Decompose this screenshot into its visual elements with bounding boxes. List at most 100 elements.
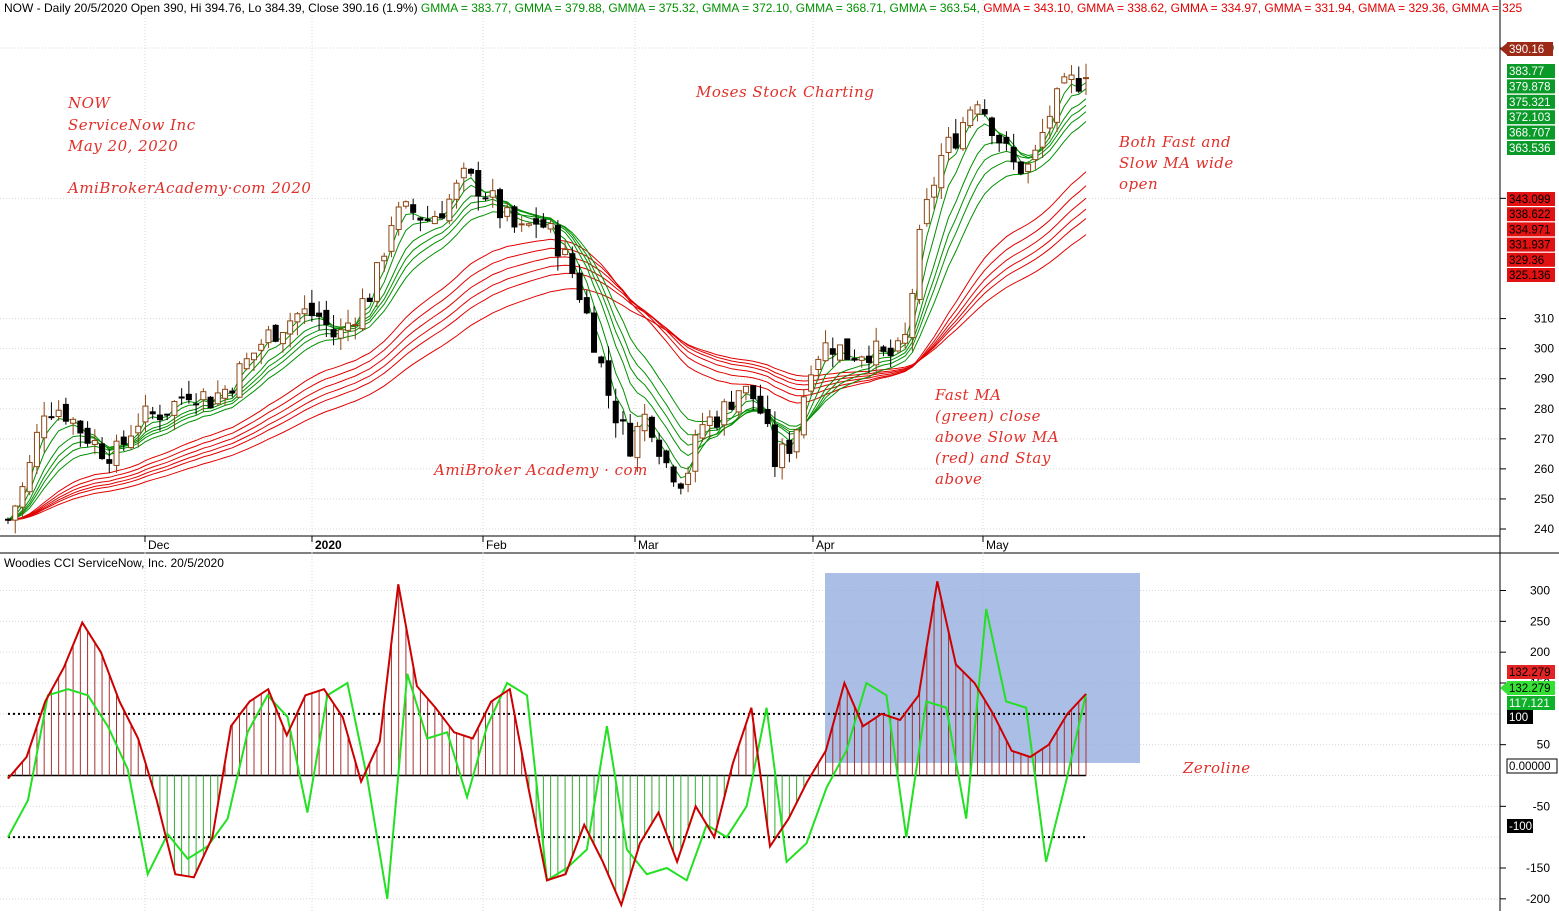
- candle-body: [916, 228, 923, 300]
- candle: [417, 217, 424, 232]
- candle: [612, 388, 619, 438]
- candle: [677, 482, 684, 495]
- candle-body: [634, 425, 641, 459]
- cci-plus100-tag-text: 100: [1509, 712, 1528, 724]
- candle-body: [1032, 149, 1039, 161]
- cci-reference-lines: [8, 712, 1086, 839]
- candle: [308, 289, 315, 322]
- cci-tick-label: 250: [1530, 614, 1550, 628]
- candle-body: [193, 403, 200, 406]
- annotation-title: Moses Stock Charting: [695, 83, 874, 101]
- candle-body: [1075, 78, 1082, 92]
- candle-body: [482, 197, 489, 200]
- candle: [70, 417, 77, 435]
- cci-panel-bg: [0, 553, 1500, 911]
- candle: [533, 207, 540, 239]
- candle-body: [576, 272, 583, 301]
- candle-body: [974, 104, 981, 115]
- candle-body: [641, 413, 648, 432]
- candle: [431, 210, 438, 225]
- candle-body: [446, 198, 453, 222]
- candle: [728, 390, 735, 411]
- cci-value-tag-bg: [1507, 665, 1555, 679]
- candle-body: [489, 190, 496, 198]
- candle-body: [612, 400, 619, 424]
- cci-zero-tag-text: 0.00000: [1509, 761, 1551, 773]
- candle: [742, 385, 749, 401]
- candle-body: [569, 253, 576, 274]
- candle: [84, 421, 91, 447]
- candle: [1068, 65, 1075, 94]
- close-tag-bg: [1507, 42, 1553, 56]
- legend-gmma-slow: GMMA = 325: [1448, 1, 1522, 15]
- candle: [373, 262, 380, 308]
- gmma-fast-line: [7, 121, 1087, 521]
- candle: [562, 241, 569, 256]
- candle: [330, 315, 337, 346]
- candle-body: [1039, 131, 1046, 148]
- candle-body: [815, 358, 822, 370]
- fast-ma-tag-bg: [1507, 79, 1555, 94]
- candle-body: [207, 396, 214, 409]
- candle: [200, 388, 207, 413]
- candle-body: [106, 459, 113, 464]
- candle: [193, 393, 200, 415]
- candle: [764, 395, 771, 428]
- candle: [511, 204, 518, 233]
- candle: [395, 201, 402, 236]
- date-label: Apr: [816, 538, 835, 552]
- candle-body: [258, 343, 265, 351]
- candle-body: [308, 302, 315, 317]
- fast-ma-tag: 368.707: [1507, 125, 1555, 140]
- candle-body: [33, 431, 40, 468]
- legend-gmma-fast: GMMA = 372.10,: [699, 1, 793, 15]
- slow-ma-tag-bg: [1507, 222, 1555, 237]
- header-ticker-info: NOW - Daily 20/5/2020 Open 390, Hi 394.7…: [4, 1, 418, 15]
- annotation-info-line: May 20, 2020: [67, 137, 178, 155]
- candle: [1054, 87, 1061, 132]
- candle-body: [923, 199, 930, 225]
- candle-body: [287, 320, 294, 335]
- candle: [837, 344, 844, 363]
- candle: [663, 449, 670, 469]
- candle-body: [764, 409, 771, 425]
- candle-body: [960, 122, 967, 150]
- candle-body: [19, 486, 26, 508]
- candle-body: [981, 109, 988, 115]
- candle: [1083, 63, 1089, 95]
- candle: [699, 412, 706, 442]
- candle-body: [149, 411, 156, 415]
- close-tag-arrow: [1500, 43, 1507, 55]
- cci-turbo-tag-text: 132.279: [1509, 683, 1551, 695]
- candle-body: [460, 167, 467, 179]
- candle: [974, 100, 981, 122]
- candle-body: [656, 439, 663, 457]
- cci-turbo-tag-arrow: [1500, 682, 1507, 694]
- candle-body: [786, 439, 793, 454]
- candle-body: [873, 340, 880, 366]
- date-label: Dec: [148, 538, 169, 552]
- candle: [750, 385, 757, 411]
- cci-plus100-tag-bg: [1507, 710, 1533, 724]
- candle-body: [77, 420, 84, 434]
- cci-minus100-tag-bg: [1507, 819, 1533, 833]
- candle-body: [967, 109, 974, 127]
- candle-body: [677, 483, 684, 489]
- fast-ma-tag-bg: [1507, 125, 1555, 140]
- candle-body: [1025, 163, 1032, 173]
- annotation-both-open-line: Both Fast and: [1118, 133, 1231, 151]
- candle: [149, 406, 156, 420]
- candle: [41, 401, 48, 453]
- candle: [1075, 66, 1082, 94]
- legend-gmma-slow: GMMA = 331.94,: [1261, 1, 1355, 15]
- annotation-both-open-line: Slow MA wide: [1119, 154, 1234, 172]
- close-tag: 390.16: [1500, 42, 1553, 56]
- candle-body: [330, 329, 337, 338]
- candle: [359, 288, 366, 332]
- cci-turbo-tag: 132.279: [1500, 681, 1555, 695]
- candle: [996, 134, 1003, 152]
- candle: [366, 293, 373, 302]
- candle-body: [663, 450, 670, 464]
- candle-body: [1010, 146, 1017, 163]
